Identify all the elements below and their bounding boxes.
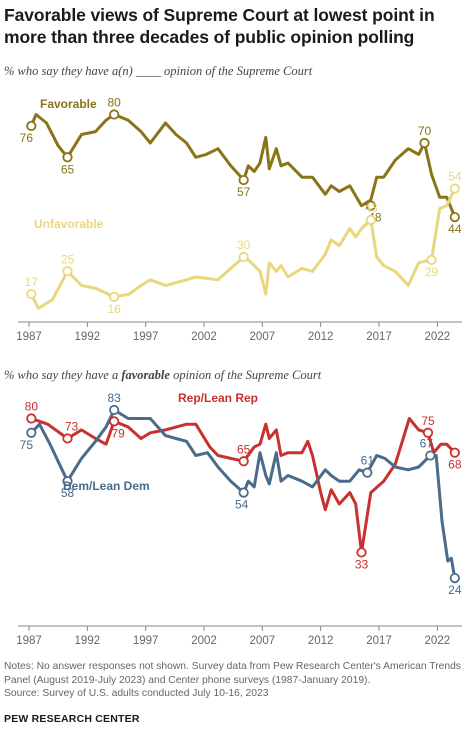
data-label: 68 <box>448 458 462 472</box>
x-tick-label-1992: 1992 <box>75 331 101 343</box>
data-point-marker <box>238 487 249 498</box>
series-line-favorable <box>29 113 457 219</box>
series-line-unfavorable <box>29 187 457 310</box>
x-tick-label-2017: 2017 <box>366 635 392 647</box>
data-point-marker <box>62 152 73 163</box>
data-label: 24 <box>448 583 462 597</box>
data-point-marker <box>26 427 37 438</box>
data-point-marker <box>419 137 430 149</box>
x-tick-label-1987: 1987 <box>16 331 42 343</box>
data-label: 54 <box>235 498 249 512</box>
x-tick-label-2022: 2022 <box>425 331 451 343</box>
data-label: 67 <box>420 437 434 451</box>
series-line-dem-lean-dem <box>29 408 457 580</box>
x-tick-label-1992: 1992 <box>75 635 101 647</box>
x-tick-label-2012: 2012 <box>308 331 334 343</box>
series-label-rep-lean-rep: Rep/Lean Rep <box>178 391 258 405</box>
series-label-unfavorable: Unfavorable <box>34 217 104 231</box>
data-label: 30 <box>237 238 251 252</box>
data-point-marker <box>365 200 376 211</box>
data-point-marker <box>362 467 373 478</box>
chart-1-subtitle: % who say they have a(n) ____ opinion of… <box>4 64 313 78</box>
x-tick-label-2022: 2022 <box>425 635 451 647</box>
data-point-marker <box>449 573 460 584</box>
data-point-marker <box>238 456 249 467</box>
x-tick-label-2007: 2007 <box>250 635 276 647</box>
notes-block: Notes: No answer responses not shown. Su… <box>4 660 470 701</box>
data-label: 43 <box>364 201 378 215</box>
data-label: 75 <box>20 438 34 452</box>
x-tick-label-2012: 2012 <box>308 635 334 647</box>
data-label: 65 <box>61 162 75 176</box>
data-label: 29 <box>425 265 439 279</box>
data-label: 16 <box>107 302 121 316</box>
data-point-marker <box>449 447 460 458</box>
data-point-marker <box>26 120 37 132</box>
data-point-marker <box>238 251 249 263</box>
data-label: 83 <box>107 391 121 405</box>
data-point-marker <box>109 404 120 416</box>
x-tick-label-2002: 2002 <box>191 331 217 343</box>
series-label-favorable: Favorable <box>40 97 97 111</box>
series-label-dem-lean-dem: Dem/Lean Dem <box>63 479 150 493</box>
data-point-marker <box>422 427 434 438</box>
data-label: 65 <box>237 442 251 456</box>
data-point-marker <box>425 450 436 461</box>
data-label: 79 <box>111 426 125 440</box>
data-point-marker <box>62 433 73 444</box>
data-point-marker <box>365 214 376 226</box>
chart-1-favorability-overall: 1987 1992 1997 2002 2007 2012 2017 2022 76 65 80 57… <box>16 96 462 343</box>
data-point-marker <box>26 413 37 424</box>
data-point-marker <box>109 416 120 427</box>
data-label: 57 <box>237 185 251 199</box>
data-label: 17 <box>25 275 39 289</box>
notes-text: Notes: No answer responses not shown. Su… <box>4 661 461 686</box>
pew-logo: PEW RESEARCH CENTER <box>4 713 140 725</box>
x-tick-label-2002: 2002 <box>191 635 217 647</box>
x-tick-label-1997: 1997 <box>133 635 159 647</box>
data-point-marker <box>109 109 120 120</box>
series-line-rep-lean-rep <box>29 417 457 554</box>
x-tick-label-2007: 2007 <box>250 331 276 343</box>
data-point-marker <box>449 212 460 223</box>
source-text: Source: Survey of U.S. adults conducted … <box>4 688 269 699</box>
x-tick-label-1987: 1987 <box>16 635 42 647</box>
data-label: 61 <box>361 454 375 468</box>
chart-2-subtitle: % who say they have a favorable opinion … <box>4 368 322 382</box>
data-label: 44 <box>448 222 462 236</box>
data-label: 25 <box>61 252 75 266</box>
data-point-marker <box>109 291 120 302</box>
data-label: 54 <box>448 170 462 184</box>
data-label: 73 <box>65 419 79 433</box>
data-point-marker <box>356 547 367 558</box>
data-label: 75 <box>421 414 435 428</box>
data-point-marker <box>426 254 437 265</box>
data-point-marker <box>238 174 249 186</box>
chart-title: Favorable views of Supreme Court at lowe… <box>4 5 435 47</box>
data-point-marker <box>62 476 73 487</box>
data-point-marker <box>449 183 460 194</box>
data-label: 80 <box>107 96 121 110</box>
data-label: 70 <box>418 124 432 138</box>
data-label: 58 <box>61 486 75 500</box>
data-label: 33 <box>355 557 369 571</box>
x-tick-label-1997: 1997 <box>133 331 159 343</box>
data-label: 76 <box>20 131 34 145</box>
chart-2-favorability-by-party: 1987 1992 1997 2002 2007 2012 2017 2022 80 73 79 65… <box>16 391 462 647</box>
data-label: 80 <box>25 400 39 414</box>
data-point-marker <box>62 266 73 277</box>
data-point-marker <box>26 288 37 300</box>
x-tick-label-2017: 2017 <box>366 331 392 343</box>
